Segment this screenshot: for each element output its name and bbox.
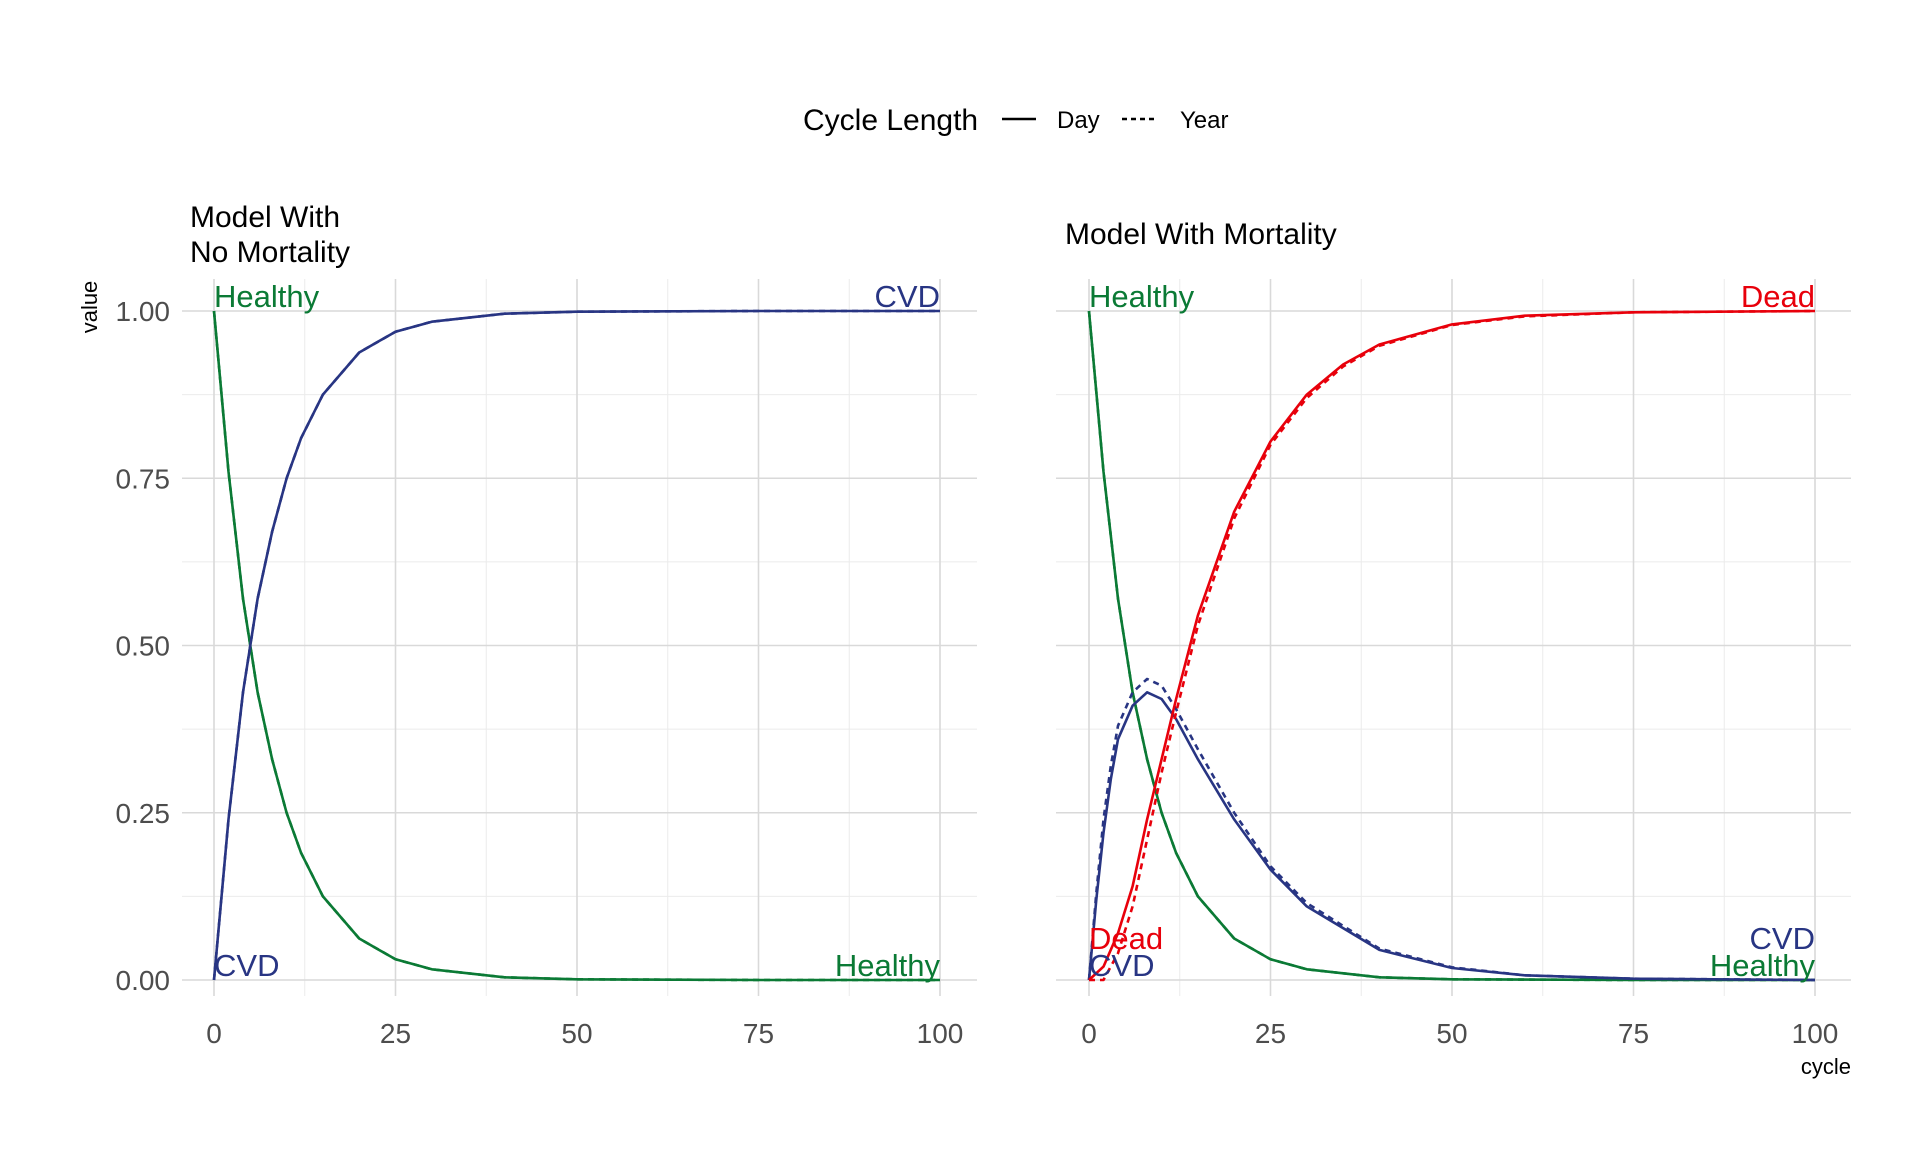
panel-title-line-1: Model With Mortality [1065, 218, 1337, 251]
x-tick-label: 25 [1255, 1018, 1286, 1049]
series-line-cvd-year [1087, 677, 1816, 982]
y-tick-label: 0.00 [116, 965, 171, 996]
x-tick-label: 50 [1436, 1018, 1467, 1049]
legend-label-day: Day [1057, 107, 1100, 134]
series-line-healthy-year [212, 310, 940, 982]
end-labels: Healthy CVD CVD Healthy [214, 279, 941, 983]
x-tick-label: 0 [206, 1018, 222, 1049]
x-axis-title: cycle [1801, 1054, 1851, 1079]
x-tick-label: 75 [1618, 1018, 1649, 1049]
series-lines [212, 309, 940, 982]
end-label-healthy: Healthy [214, 279, 320, 314]
x-axis-tick-labels: 0 25 50 75 100 [1081, 1018, 1838, 1049]
grid-lines [182, 279, 977, 996]
end-label-healthy: Healthy [835, 948, 941, 983]
series-line-cvd-year [212, 309, 940, 981]
panel-no-mortality: Model With No Mortality 0.00 0.25 0.50 0.75… [116, 201, 977, 1049]
end-label-cvd: CVD [1750, 921, 1815, 956]
x-tick-label: 75 [743, 1018, 774, 1049]
x-tick-label: 50 [561, 1018, 592, 1049]
x-tick-label: 25 [380, 1018, 411, 1049]
y-tick-label: 0.75 [116, 463, 171, 494]
y-tick-label: 1.00 [116, 296, 171, 327]
series-lines [1087, 309, 1816, 982]
legend: Cycle Length Day Year [803, 104, 1229, 137]
end-label-healthy: Healthy [1710, 948, 1816, 983]
end-label-cvd: CVD [875, 279, 940, 314]
series-line-healthy-year [1087, 310, 1815, 982]
x-tick-label: 100 [1792, 1018, 1839, 1049]
end-label-cvd: CVD [214, 948, 279, 983]
x-tick-label: 0 [1081, 1018, 1097, 1049]
panel-title-line-2: No Mortality [190, 236, 350, 269]
end-label-dead: Dead [1741, 279, 1815, 314]
y-axis-title: value [77, 281, 102, 334]
end-label-cvd: CVD [1089, 948, 1154, 983]
grid-lines [1056, 279, 1851, 996]
series-line-dead-year [1089, 309, 1816, 982]
end-label-healthy: Healthy [1089, 279, 1195, 314]
end-label-dead: Dead [1089, 921, 1163, 956]
y-tick-label: 0.25 [116, 798, 171, 829]
panel-with-mortality: Model With Mortality 0 25 50 75 100 Healthy D… [1056, 218, 1851, 1049]
panel-title-line-1: Model With [190, 201, 340, 234]
y-axis-tick-labels: 0.00 0.25 0.50 0.75 1.00 [116, 296, 171, 996]
x-tick-label: 100 [917, 1018, 964, 1049]
x-axis-tick-labels: 0 25 50 75 100 [206, 1018, 963, 1049]
y-tick-label: 0.50 [116, 631, 171, 662]
legend-title: Cycle Length [803, 104, 978, 137]
legend-label-year: Year [1180, 107, 1229, 134]
